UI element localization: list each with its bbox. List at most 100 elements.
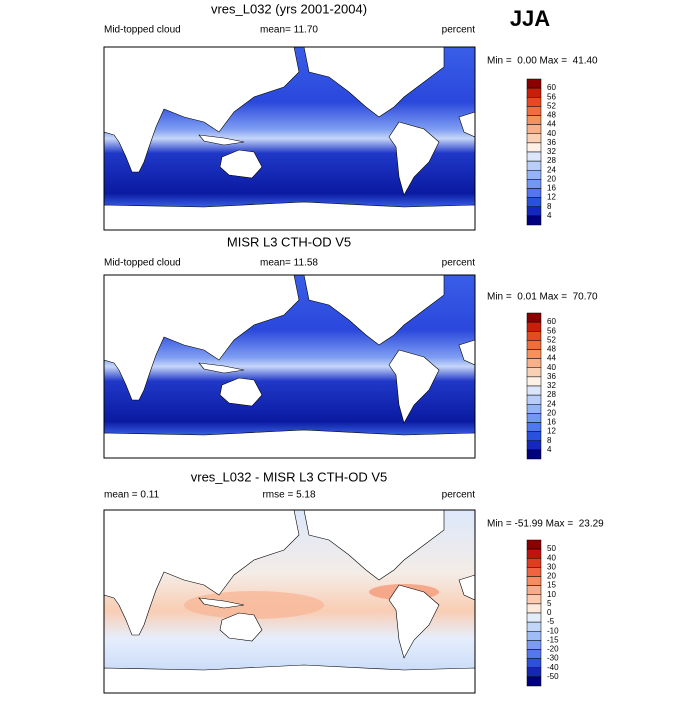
colorbar-box: [526, 367, 542, 378]
colorbar-label: 20: [547, 572, 556, 581]
colorbar-box: [526, 215, 542, 226]
colorbar-box: [526, 78, 542, 89]
colorbar-label: 12: [547, 193, 556, 202]
colorbar-label: 4: [547, 211, 552, 220]
min-max: Min = 0.01 Max = 70.70: [487, 292, 598, 303]
colorbar-box: [526, 631, 542, 641]
colorbar-box: [526, 548, 542, 559]
colorbar-label: 30: [547, 562, 556, 571]
colorbar-box: [526, 612, 542, 623]
colorbar-box: [526, 603, 542, 614]
colorbar-box: [526, 621, 542, 632]
colorbar-box: [526, 312, 542, 323]
colorbar-label: 20: [547, 174, 556, 183]
colorbar-label: 32: [547, 381, 556, 390]
colorbar-label: 32: [547, 147, 556, 156]
colorbar-label: 56: [547, 92, 556, 101]
colorbar-box: [526, 422, 542, 432]
colorbar-label: -50: [547, 672, 559, 681]
colorbar-label: 52: [547, 335, 556, 344]
colorbar-box: [526, 106, 542, 116]
colorbar-label: 60: [547, 317, 556, 326]
right-string: percent: [442, 490, 476, 501]
colorbar-box: [526, 431, 542, 441]
colorbar-label: 5: [547, 599, 552, 608]
colorbar-box: [526, 160, 542, 171]
right-string: percent: [442, 258, 476, 269]
colorbar-label: 8: [547, 436, 552, 445]
colorbar-label: -40: [547, 663, 559, 672]
colorbar-box: [526, 87, 542, 98]
colorbar-box: [526, 413, 542, 423]
season-label: JJA: [510, 6, 550, 31]
colorbar-label: 24: [547, 399, 556, 408]
colorbar-box: [526, 358, 542, 368]
min-max: Min = -51.99 Max = 23.29: [487, 519, 604, 530]
colorbar-label: 15: [547, 581, 556, 590]
colorbar-box: [526, 667, 542, 678]
colorbar-box: [526, 197, 542, 207]
colorbar-label: 12: [547, 427, 556, 436]
colorbar-label: 36: [547, 138, 556, 147]
colorbar-box: [526, 449, 542, 460]
colorbar-box: [526, 170, 542, 180]
colorbar-box: [526, 649, 542, 659]
panel-title: vres_L032 (yrs 2001-2004): [211, 1, 367, 16]
colorbar-box: [526, 658, 542, 668]
left-string: mean = 0.11: [104, 490, 160, 501]
colorbar-box: [526, 676, 542, 687]
center-string: rmse = 5.18: [262, 490, 316, 501]
colorbar-label: 24: [547, 165, 556, 174]
right-string: percent: [442, 25, 476, 36]
center-string: mean= 11.70: [260, 25, 318, 36]
colorbar-box: [526, 576, 542, 586]
colorbar-box: [526, 321, 542, 332]
colorbar-label: 36: [547, 372, 556, 381]
colorbar-box: [526, 133, 542, 144]
colorbar-box: [526, 440, 542, 451]
colorbar-box: [526, 124, 542, 134]
colorbar-label: -15: [547, 635, 559, 644]
colorbar-label: 40: [547, 553, 556, 562]
colorbar-label: -10: [547, 626, 559, 635]
colorbar-label: 44: [547, 354, 556, 363]
colorbar-box: [526, 539, 542, 550]
colorbar-box: [526, 142, 542, 153]
colorbar-box: [526, 640, 542, 650]
colorbar-label: 28: [547, 156, 556, 165]
colorbar-box: [526, 594, 542, 605]
colorbar-label: 56: [547, 326, 556, 335]
map-1: [103, 46, 476, 231]
min-max: Min = 0.00 Max = 41.40: [487, 56, 598, 67]
colorbar-box: [526, 115, 542, 125]
center-string: mean= 11.58: [260, 258, 318, 269]
colorbar-label: 48: [547, 345, 556, 354]
colorbar-label: 20: [547, 408, 556, 417]
colorbar-box: [526, 349, 542, 359]
colorbar-label: -5: [547, 617, 555, 626]
colorbar-box: [526, 340, 542, 350]
colorbar-box: [526, 97, 542, 107]
colorbar-box: [526, 394, 542, 405]
colorbar-box: [526, 151, 542, 162]
colorbar-label: 16: [547, 184, 556, 193]
colorbar-box: [526, 404, 542, 414]
colorbar-box: [526, 385, 542, 396]
colorbar-label: 60: [547, 83, 556, 92]
colorbar-label: 16: [547, 418, 556, 427]
panel-title: MISR L3 CTH-OD V5: [227, 234, 351, 249]
map-2: [103, 274, 476, 459]
colorbar-label: 0: [547, 608, 552, 617]
left-string: Mid-topped cloud: [104, 25, 181, 36]
colorbar-label: 40: [547, 363, 556, 372]
colorbar-label: 8: [547, 202, 552, 211]
colorbar-box: [526, 567, 542, 577]
colorbar-box: [526, 558, 542, 568]
left-string: Mid-topped cloud: [104, 258, 181, 269]
colorbar-box: [526, 585, 542, 595]
colorbar-label: 10: [547, 590, 556, 599]
colorbar-box: [526, 206, 542, 217]
colorbar-box: [526, 331, 542, 341]
colorbar-box: [526, 188, 542, 198]
